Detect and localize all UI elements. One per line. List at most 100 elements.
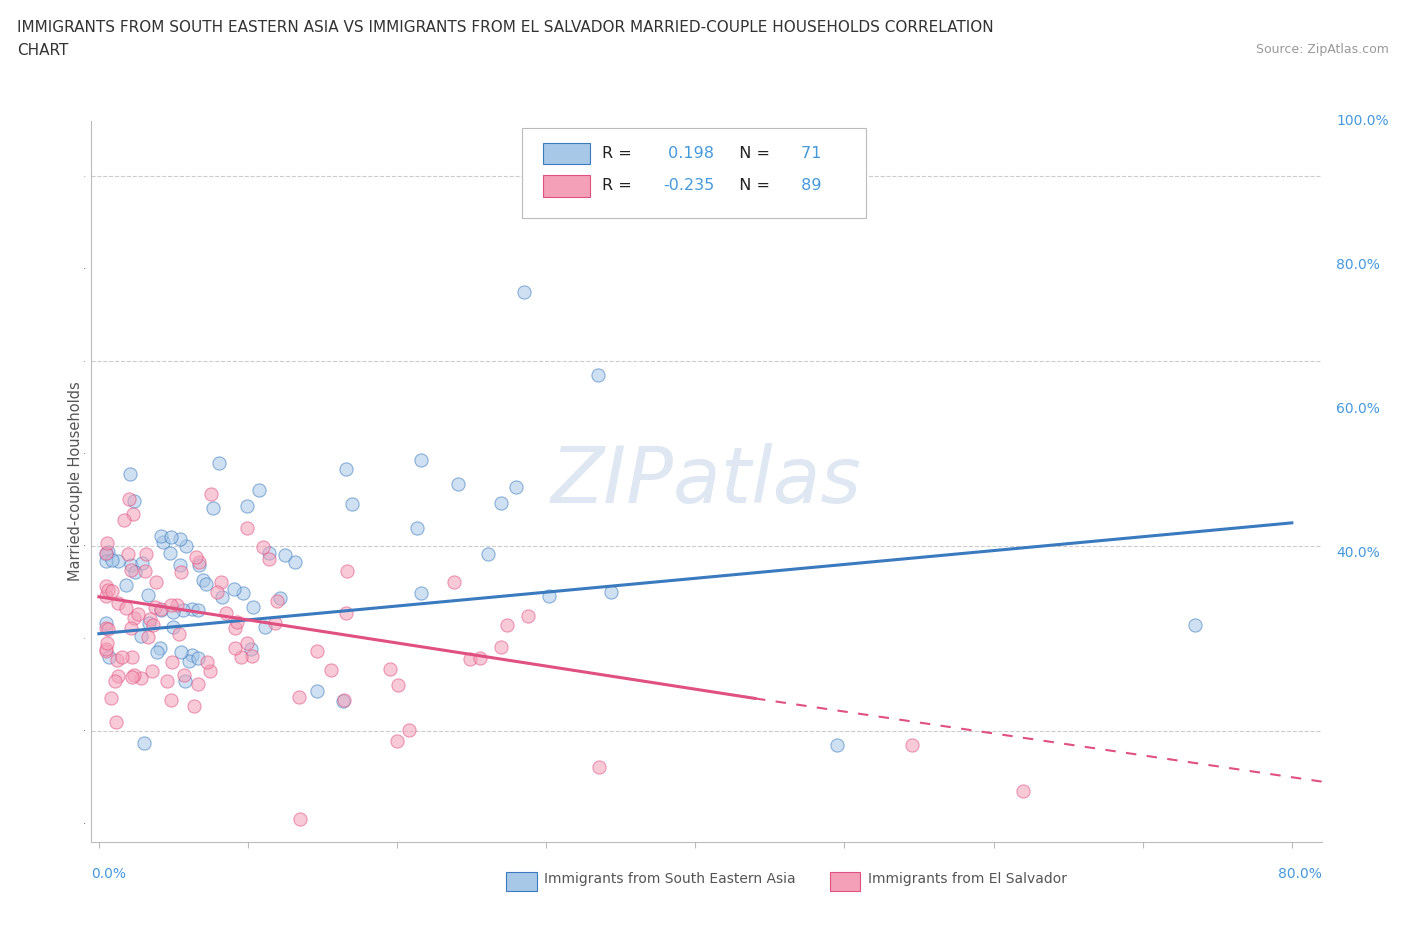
Point xyxy=(96,635,118,650)
Point xyxy=(269,591,291,605)
Point xyxy=(491,639,513,654)
Point xyxy=(111,649,134,664)
Text: Immigrants from South Eastern Asia: Immigrants from South Eastern Asia xyxy=(544,872,796,886)
Point xyxy=(181,647,204,662)
Point xyxy=(184,550,207,565)
Point xyxy=(200,487,222,502)
Point xyxy=(146,644,169,659)
Text: R =: R = xyxy=(602,179,631,193)
Point xyxy=(105,714,128,729)
Point xyxy=(96,588,118,603)
Point xyxy=(207,585,229,600)
Point xyxy=(198,664,221,679)
Point xyxy=(236,498,259,513)
Point xyxy=(240,642,263,657)
Point xyxy=(96,641,118,656)
Point xyxy=(232,585,254,600)
Point xyxy=(129,671,152,685)
Point xyxy=(229,649,252,664)
Text: -0.235: -0.235 xyxy=(664,179,714,193)
FancyBboxPatch shape xyxy=(522,128,866,219)
Point xyxy=(134,564,156,578)
Point xyxy=(253,619,276,634)
Point xyxy=(118,466,141,481)
Point xyxy=(187,651,209,666)
Text: 80.0%: 80.0% xyxy=(1278,867,1322,881)
Point xyxy=(166,597,188,612)
Point xyxy=(101,552,124,567)
Point xyxy=(131,555,153,570)
Point xyxy=(120,563,142,578)
Point xyxy=(138,630,160,644)
Point xyxy=(141,664,163,679)
Text: 80.0%: 80.0% xyxy=(1336,258,1381,272)
Point xyxy=(159,546,181,561)
Text: 71: 71 xyxy=(796,146,823,161)
Y-axis label: Married-couple Households: Married-couple Households xyxy=(69,381,83,581)
Point xyxy=(224,620,246,635)
Point xyxy=(173,674,195,689)
Point xyxy=(236,520,259,535)
Point xyxy=(259,551,281,566)
Point xyxy=(242,600,264,615)
Point xyxy=(491,496,513,511)
Point xyxy=(336,564,359,578)
Point xyxy=(124,565,146,579)
Point xyxy=(160,598,183,613)
Point xyxy=(194,577,217,591)
Point xyxy=(173,603,195,618)
Point xyxy=(505,480,527,495)
Point xyxy=(307,644,329,658)
Point xyxy=(319,663,342,678)
Point xyxy=(188,554,211,569)
Point xyxy=(288,811,311,826)
Point xyxy=(100,690,122,705)
Point xyxy=(150,528,173,543)
Point xyxy=(105,653,128,668)
Text: N =: N = xyxy=(728,179,769,193)
Point xyxy=(114,578,136,592)
Point xyxy=(224,641,246,656)
Text: 40.0%: 40.0% xyxy=(1336,546,1381,561)
Point xyxy=(169,558,191,573)
Text: CHART: CHART xyxy=(17,43,69,58)
Point xyxy=(96,620,118,635)
Point xyxy=(104,673,127,688)
Point xyxy=(107,669,129,684)
Point xyxy=(97,650,120,665)
Bar xyxy=(543,142,589,164)
Point xyxy=(307,684,329,698)
Point xyxy=(160,692,183,707)
Point xyxy=(160,655,183,670)
Point xyxy=(226,614,249,629)
Bar xyxy=(543,175,589,196)
Point xyxy=(1012,783,1035,798)
Point xyxy=(215,605,238,620)
Point xyxy=(96,536,118,551)
Point xyxy=(120,558,142,573)
Point xyxy=(284,554,307,569)
Point xyxy=(134,736,156,751)
Point xyxy=(266,593,288,608)
Text: 0.0%: 0.0% xyxy=(91,867,127,881)
Text: N =: N = xyxy=(728,146,769,161)
Point xyxy=(240,649,263,664)
Point xyxy=(332,693,354,708)
Point xyxy=(247,483,270,498)
Point xyxy=(135,547,157,562)
Point xyxy=(112,513,135,528)
Text: 89: 89 xyxy=(796,179,823,193)
Point xyxy=(187,603,209,618)
Point xyxy=(152,535,174,550)
Point xyxy=(211,590,233,604)
Point xyxy=(169,626,191,641)
Point xyxy=(170,565,193,579)
Point xyxy=(96,546,118,561)
Point xyxy=(122,668,145,683)
Text: Source: ZipAtlas.com: Source: ZipAtlas.com xyxy=(1256,43,1389,56)
Point xyxy=(443,575,465,590)
Point xyxy=(187,557,209,572)
Point xyxy=(120,620,142,635)
Point xyxy=(537,589,560,604)
Point xyxy=(183,698,205,713)
